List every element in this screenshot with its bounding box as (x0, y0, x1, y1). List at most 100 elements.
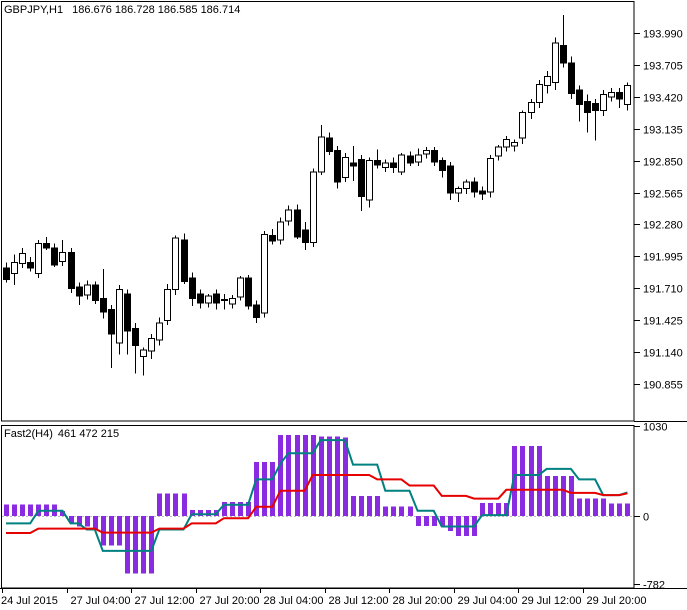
candle (59, 240, 66, 266)
candle (447, 161, 454, 200)
candle (269, 228, 276, 245)
price-axis-label: 190.855 (643, 380, 683, 392)
histogram-bar (367, 495, 372, 516)
histogram-bar (383, 506, 388, 516)
histogram-bar (512, 446, 517, 516)
indicator-pane[interactable] (1, 425, 635, 589)
histogram-bar (141, 516, 146, 574)
main-pane-border[interactable] (1, 1, 635, 422)
indicator-slow-line (6, 474, 628, 534)
candle (108, 305, 115, 368)
candle (76, 282, 83, 306)
histogram-bar (295, 434, 300, 516)
histogram-bar (577, 498, 582, 516)
candle (164, 283, 171, 326)
time-axis-label: 29 Jul 20:00 (587, 595, 647, 607)
time-axis-label: 29 Jul 12:00 (522, 595, 582, 607)
histogram-bar (230, 502, 235, 516)
candle (608, 87, 615, 102)
time-axis[interactable]: 24 Jul 2015 27 Jul 04:00 27 Jul 12:00 27 Ju… (1, 589, 646, 607)
time-axis-label: 28 Jul 04:00 (264, 595, 324, 607)
candle (172, 235, 179, 295)
histogram-bar (408, 506, 413, 516)
histogram-bar (424, 516, 429, 527)
candle (350, 146, 357, 181)
histogram-bar (553, 475, 558, 516)
histogram-bar (391, 506, 396, 516)
histogram-bar (222, 502, 227, 516)
histogram-bar (93, 516, 98, 530)
histogram-bar (585, 498, 590, 516)
histogram-bar (399, 506, 404, 516)
candle (358, 155, 365, 212)
candle (366, 157, 373, 208)
histogram-bar (173, 493, 178, 516)
price-axis-label: 192.565 (643, 189, 683, 201)
candle (374, 149, 381, 169)
histogram-bar (262, 461, 267, 516)
price-axis[interactable]: 193.990 193.705 193.420 193.135 192.850 192.5… (634, 29, 683, 392)
histogram-bar (125, 516, 130, 574)
candle (519, 110, 526, 144)
histogram-bar (609, 503, 614, 516)
candle (100, 269, 107, 319)
candle (455, 186, 462, 203)
candle (3, 262, 10, 283)
indicator-axis[interactable]: 1030 0 -782 (634, 422, 667, 592)
candle (19, 247, 26, 269)
histogram-bar (520, 446, 525, 516)
candle (229, 294, 236, 309)
candle (213, 289, 220, 310)
candles-layer (3, 15, 631, 376)
histogram-bar (270, 461, 275, 516)
candle (43, 236, 50, 251)
candle (568, 56, 575, 100)
candle (382, 159, 389, 172)
candle (132, 322, 139, 374)
candle (624, 82, 631, 111)
candle (544, 71, 551, 94)
price-axis-label: 191.995 (643, 252, 683, 264)
candle (600, 90, 607, 116)
histogram-bar (601, 498, 606, 516)
candle (390, 157, 397, 173)
candle (189, 272, 196, 307)
indicator-lines (6, 439, 628, 552)
histogram-bar (157, 493, 162, 516)
indicator-current-values: 461 472 215 (57, 428, 120, 440)
candle (479, 186, 486, 200)
histogram-bar (617, 503, 622, 516)
ohlc-values: 186.676 186.728 186.585 186.714 (72, 4, 241, 16)
histogram-bar (28, 504, 33, 516)
candle (616, 87, 623, 109)
candle (592, 99, 599, 141)
candle (124, 289, 131, 355)
histogram-bar (327, 436, 332, 516)
histogram-bar (101, 516, 106, 546)
candle (431, 147, 438, 167)
histogram-bar (625, 503, 630, 516)
time-axis-label: 28 Jul 20:00 (393, 595, 453, 607)
candle (197, 289, 204, 309)
candle (407, 151, 414, 167)
histogram-bar (343, 437, 348, 516)
price-axis-label: 193.990 (643, 29, 683, 41)
histogram-bar (319, 436, 324, 516)
candle (511, 139, 518, 152)
histogram-bar (335, 436, 340, 516)
candle (148, 334, 155, 359)
indicator-fast-line (6, 439, 628, 552)
candle (237, 275, 244, 301)
candle (245, 274, 252, 310)
candle (51, 243, 58, 267)
histogram-bar (60, 510, 65, 516)
histogram-bar (593, 498, 598, 516)
candle (528, 99, 535, 120)
histogram-bar (85, 516, 90, 527)
candle (35, 240, 42, 279)
main-pane[interactable] (1, 1, 635, 422)
candle (285, 205, 292, 226)
price-axis-label: 191.710 (643, 284, 683, 296)
time-axis-label: 29 Jul 04:00 (458, 595, 518, 607)
